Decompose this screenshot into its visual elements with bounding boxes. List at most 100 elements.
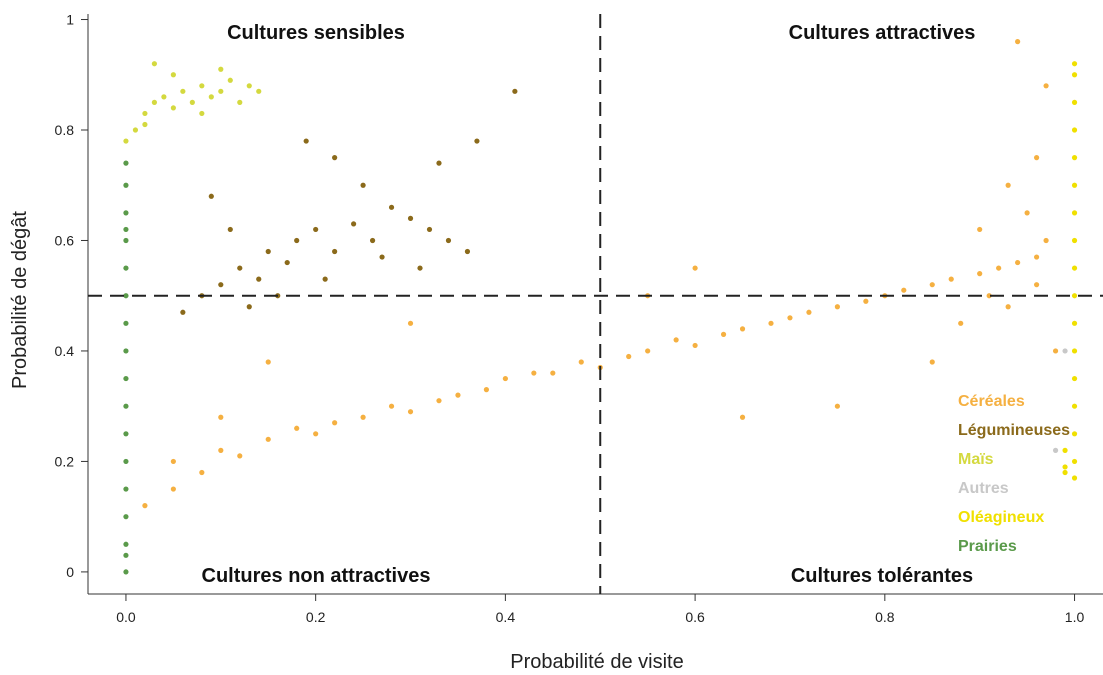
data-point [1071,61,1078,67]
data-point [123,160,129,166]
data-point [720,331,727,337]
data-point [237,99,243,105]
data-point [1062,469,1068,476]
data-point [142,121,148,128]
data-point [958,320,964,326]
data-point [863,298,869,304]
data-point [1033,282,1040,288]
plot-area [87,14,1103,595]
data-point [1015,39,1021,45]
data-point [1071,475,1078,481]
data-point [464,248,471,255]
x-tick-label: 0.6 [685,609,705,625]
data-point [474,138,480,144]
data-point [199,110,205,117]
data-point [768,320,774,326]
data-point [1005,304,1011,310]
data-point [284,259,290,266]
series-0 [142,39,1059,509]
data-point [142,110,148,117]
y-tick-label: 0.8 [55,122,75,138]
data-point [512,88,518,94]
data-point [986,293,992,299]
y-axis: 0 0.2 0.4 0.6 0.8 1 [55,12,88,580]
data-point [170,105,176,111]
data-point [787,315,793,321]
data-point [1062,447,1068,453]
data-point [256,88,262,94]
quadrant-label-top-right: Cultures attractives [789,22,976,44]
data-point [218,66,224,72]
data-point [483,387,490,393]
data-point [407,215,414,221]
data-point [360,182,366,188]
data-point [455,392,461,398]
data-point [1043,83,1049,89]
data-point [929,282,935,288]
data-point [218,88,224,94]
data-point [806,309,812,315]
data-point [388,204,395,210]
data-point [208,193,214,199]
data-point [739,414,746,420]
data-point [180,88,186,94]
y-axis-label: Probabilité de dégât [9,211,31,389]
data-point [407,409,414,415]
data-point [1071,237,1078,244]
data-point [1071,210,1078,216]
data-point [531,370,537,376]
data-point [170,72,176,78]
data-point [161,94,167,100]
data-point [123,514,129,520]
data-point [1033,254,1040,260]
data-point [227,226,233,233]
data-point [170,458,176,465]
legend-entry: Oléagineux [958,509,1044,526]
x-tick-label: 0.4 [496,609,516,625]
data-point [142,503,148,509]
data-point [123,265,129,271]
data-point [1071,127,1078,133]
legend-entry: Prairies [958,538,1017,555]
data-point [1071,182,1078,188]
x-tick-label: 0.0 [116,609,136,625]
series-3 [1052,348,1068,453]
data-point [170,486,176,492]
data-point [208,94,214,100]
data-point [1005,182,1011,188]
quadrant-label-bottom-right: Cultures tolérantes [791,565,973,587]
data-point [332,420,338,426]
data-point [550,370,556,376]
data-point [1071,72,1078,78]
data-point [1043,237,1049,244]
x-tick-label: 1.0 [1065,609,1085,625]
data-point [948,276,954,282]
data-point [436,398,442,404]
y-tick-label: 1 [66,12,74,28]
data-point [996,265,1002,271]
data-point [123,431,129,437]
data-point [123,458,129,465]
data-point [123,403,129,409]
series-5 [123,160,129,575]
x-axis: 0.0 0.2 0.4 0.6 0.8 1.0 [116,594,1084,625]
data-point [1071,320,1078,326]
data-point [123,237,129,244]
data-point [626,353,632,360]
series-4 [1062,61,1078,481]
data-point [426,226,433,233]
data-point [834,304,840,310]
data-point [977,226,983,233]
legend-entry: Autres [958,480,1009,497]
data-point [1071,431,1078,437]
quadrant-label-bottom-left: Cultures non attractives [202,565,431,587]
data-point [739,326,746,332]
data-point [199,83,205,89]
y-tick-label: 0.6 [55,232,75,248]
data-point [322,276,328,282]
data-point [294,425,300,431]
data-point [246,83,252,89]
data-point [313,226,319,233]
data-point [645,348,651,354]
data-point [1052,447,1059,453]
